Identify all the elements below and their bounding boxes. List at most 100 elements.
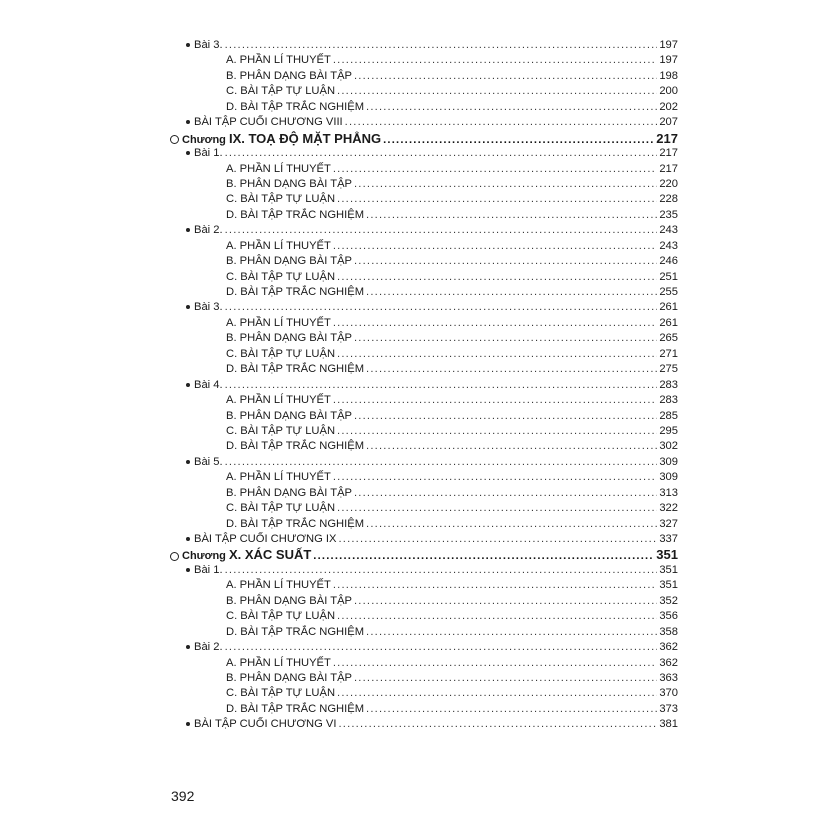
toc-entry-section: D. BÀI TẬP TRẮC NGHIỆM 202 (170, 100, 678, 115)
entry-title: Bài 1. (194, 563, 223, 576)
dot-leader (366, 362, 657, 377)
toc-entry-page: 235 (659, 208, 678, 221)
toc-entry-page: 197 (659, 39, 678, 51)
entry-title: C. BÀI TẬP TỰ LUẬN (226, 424, 336, 437)
toc-entry-lesson: Bài 1. 217 (170, 146, 678, 161)
toc-entry-page: 200 (659, 85, 678, 98)
toc-entry-label: D. BÀI TẬP TRẮC NGHIỆM (170, 517, 364, 532)
toc-entry-lesson: Bài 3. 261 (170, 300, 678, 315)
toc-entry-page: 243 (659, 224, 678, 237)
toc-entry-label: A. PHẦN LÍ THUYẾT (170, 656, 331, 671)
entry-title: D. BÀI TẬP TRẮC NGHIỆM (226, 286, 365, 298)
toc-entry-label: D. BÀI TẬP TRẮC NGHIỆM (170, 702, 364, 717)
toc-entry-section: A. PHẦN LÍ THUYẾT 283 (170, 393, 678, 408)
bullet-icon (186, 722, 190, 727)
toc-entry-label: C. BÀI TẬP TỰ LUẬN (170, 686, 335, 701)
dot-leader (338, 717, 657, 732)
entry-title: C. BÀI TẬP TỰ LUẬN (226, 270, 336, 283)
bullet-icon (186, 382, 190, 387)
dot-leader (333, 162, 657, 177)
dot-leader (333, 316, 657, 331)
toc-entry-page: 356 (659, 610, 678, 623)
entry-title: Bài 3. (194, 39, 223, 51)
entry-title: A. PHẦN LÍ THUYẾT (226, 162, 331, 175)
toc-entry-label: B. PHÂN DẠNG BÀI TẬP (170, 254, 352, 269)
toc-entry-label: Chương X. XÁC SUẤT (170, 547, 311, 564)
entry-title: C. BÀI TẬP TỰ LUẬN (226, 502, 336, 515)
toc-entry-section: B. PHÂN DẠNG BÀI TẬP 246 (170, 254, 678, 269)
toc-entry-label: Bài 2. (170, 223, 223, 238)
toc-entry-label: Bài 1. (170, 563, 223, 578)
entry-title: A. PHẦN LÍ THUYẾT (226, 316, 331, 329)
toc-entry-section: A. PHẦN LÍ THUYẾT 309 (170, 470, 678, 485)
entry-title: C. BÀI TẬP TỰ LUẬN (226, 85, 336, 98)
chapter-title: IX. TOẠ ĐỘ MẶT PHẲNG (228, 130, 382, 146)
toc-entry-section: C. BÀI TẬP TỰ LUẬN 322 (170, 501, 678, 516)
toc-entry-label: A. PHẦN LÍ THUYẾT (170, 316, 331, 331)
dot-leader (225, 640, 658, 655)
toc-entry-page: 362 (659, 641, 678, 654)
toc-entry-section: D. BÀI TẬP TRẮC NGHIỆM 255 (170, 285, 678, 300)
dot-leader (337, 192, 657, 207)
toc-entry-label: A. PHẦN LÍ THUYẾT (170, 393, 331, 408)
entry-title: A. PHẦN LÍ THUYẾT (226, 239, 331, 252)
toc-entry-page: 228 (659, 193, 678, 206)
toc-entry-label: Bài 1. (170, 146, 223, 161)
toc-entry-page: 337 (659, 533, 678, 545)
toc-entry-chapter: Chương IX. TOẠ ĐỘ MẶT PHẲNG 217 (170, 131, 678, 146)
toc-entry-label: BÀI TẬP CUỐI CHƯƠNG IX (170, 532, 336, 547)
dot-leader (366, 285, 657, 300)
toc-entry-label: B. PHÂN DẠNG BÀI TẬP (170, 671, 352, 686)
toc-entry-chapter: Chương X. XÁC SUẤT 351 (170, 547, 678, 562)
toc-entry-page: 309 (659, 471, 678, 484)
dot-leader (337, 609, 657, 624)
toc-entry-label: C. BÀI TẬP TỰ LUẬN (170, 609, 335, 624)
bullet-icon (186, 305, 190, 310)
dot-leader (225, 563, 658, 578)
toc-entry-lesson: Bài 5. 309 (170, 455, 678, 470)
toc-entry-page: 271 (659, 347, 678, 360)
entry-title: BÀI TẬP CUỐI CHƯƠNG VI (194, 718, 337, 731)
toc-entry-label: D. BÀI TẬP TRẮC NGHIỆM (170, 362, 364, 377)
toc-entry-page: 358 (659, 625, 678, 638)
chapter-title: X. XÁC SUẤT (228, 547, 312, 563)
chapter-prefix: Chương (182, 550, 226, 563)
toc-entry-label: Chương IX. TOẠ ĐỘ MẶT PHẲNG (170, 131, 381, 148)
entry-title: B. PHÂN DẠNG BÀI TẬP (226, 255, 352, 268)
dot-leader (333, 578, 657, 593)
toc-entry-page: 285 (659, 409, 678, 422)
toc-entry-label: BÀI TẬP CUỐI CHƯƠNG VI (170, 717, 336, 732)
dot-leader (225, 300, 658, 315)
entry-title: C. BÀI TẬP TỰ LUẬN (226, 347, 336, 360)
toc-entry-label: D. BÀI TẬP TRẮC NGHIỆM (170, 439, 364, 454)
entry-title: Bài 4. (194, 378, 223, 391)
entry-title: D. BÀI TẬP TRẮC NGHIỆM (226, 363, 365, 376)
dot-leader (354, 331, 657, 346)
toc-entry-page: 322 (659, 502, 678, 515)
toc-entry-section: A. PHẦN LÍ THUYẾT 243 (170, 239, 678, 254)
entry-title: A. PHẦN LÍ THUYẾT (226, 394, 331, 407)
toc-entry-label: C. BÀI TẬP TỰ LUẬN (170, 84, 335, 99)
toc-entry-section: D. BÀI TẬP TRẮC NGHIỆM 358 (170, 625, 678, 640)
circle-bullet-icon (170, 135, 179, 145)
bullet-icon (186, 537, 190, 542)
toc-entry-page: 370 (659, 687, 678, 700)
toc-entry-section: B. PHÂN DẠNG BÀI TẬP 198 (170, 69, 678, 84)
toc-entry-section: A. PHẦN LÍ THUYẾT 217 (170, 162, 678, 177)
toc-entry-page: 217 (659, 147, 678, 160)
toc-entry-section: A. PHẦN LÍ THUYẾT 351 (170, 578, 678, 593)
dot-leader (345, 115, 658, 130)
entry-title: B. PHÂN DẠNG BÀI TẬP (226, 69, 352, 82)
dot-leader (354, 254, 657, 269)
dot-leader (225, 146, 658, 161)
toc-entry-section: A. PHẦN LÍ THUYẾT 197 (170, 53, 678, 68)
toc-entry-lesson: Bài 1. 351 (170, 563, 678, 578)
toc-entry-section: B. PHÂN DẠNG BÀI TẬP 363 (170, 671, 678, 686)
toc-entry-label: D. BÀI TẬP TRẮC NGHIỆM (170, 285, 364, 300)
toc-entry-page: 246 (659, 255, 678, 268)
dot-leader (225, 455, 658, 470)
entry-title: D. BÀI TẬP TRẮC NGHIỆM (226, 517, 365, 530)
toc-entry-page: 265 (659, 332, 678, 345)
bullet-icon (186, 43, 190, 48)
toc-entry-lesson: BÀI TẬP CUỐI CHƯƠNG IX 337 (170, 532, 678, 547)
